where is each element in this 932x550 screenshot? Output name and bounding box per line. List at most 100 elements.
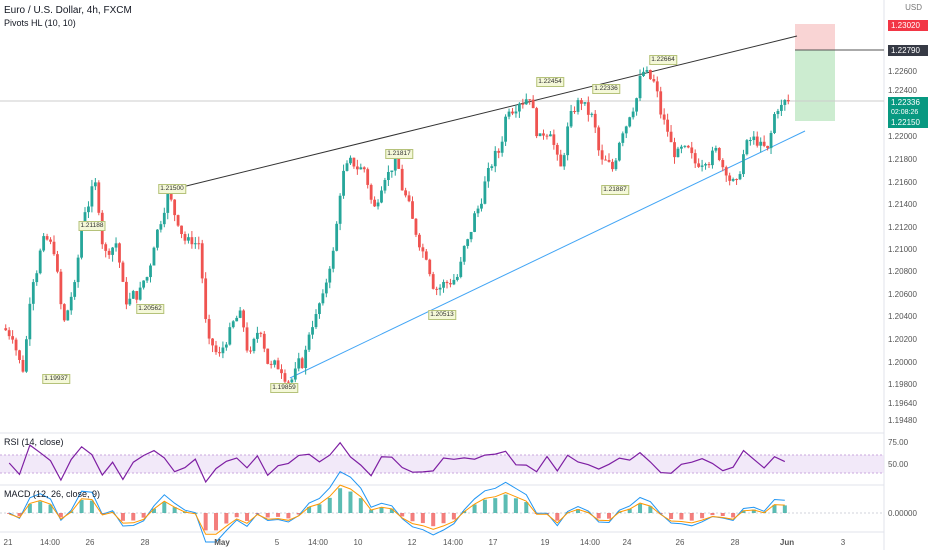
candle-body [766, 145, 769, 149]
time-tick-label: 17 [488, 538, 498, 547]
candle-body [728, 175, 732, 181]
candle-body [724, 167, 728, 176]
candle-body [404, 190, 408, 196]
macd-histogram-bar [410, 513, 415, 522]
candle-body [52, 241, 56, 255]
candle-body [90, 186, 94, 207]
candle-body [786, 100, 790, 102]
pivot-label: 1.22336 [592, 84, 620, 94]
candle-body [704, 164, 707, 166]
candle-body [204, 278, 208, 320]
macd-histogram-bar [234, 513, 239, 518]
candle-body [631, 111, 635, 118]
macd-histogram-bar [141, 513, 146, 518]
candle-body [421, 247, 425, 252]
candle-body [393, 156, 397, 171]
rsi-band [0, 455, 884, 473]
indicator-title[interactable]: Pivots HL (10, 10) [4, 18, 76, 28]
candle-body [324, 282, 328, 294]
time-tick-label: 5 [274, 538, 280, 547]
macd-histogram-bar [700, 513, 705, 519]
candle-body [280, 369, 283, 374]
macd-histogram-bar [369, 509, 374, 513]
rsi-line [8, 441, 786, 484]
candle-body [159, 224, 163, 230]
candle-body [552, 134, 556, 145]
lower-trendline [289, 130, 806, 379]
candle-body [59, 271, 63, 305]
candle-body [238, 310, 242, 318]
candle-body [604, 159, 607, 161]
candle-body [359, 167, 363, 170]
candle-body [542, 133, 545, 136]
candle-body [531, 99, 535, 109]
candle-body [462, 245, 466, 262]
candle-body [380, 190, 383, 203]
candle-body [776, 110, 780, 115]
pivot-label: 1.19937 [42, 374, 70, 384]
candle-body [262, 333, 266, 349]
candle-body [31, 282, 35, 304]
candle-body [214, 345, 218, 353]
symbol-title[interactable]: Euro / U.S. Dollar, 4h, FXCM [4, 5, 132, 16]
candle-body [7, 330, 11, 337]
candle-body [438, 287, 442, 290]
macd-histogram-bar [317, 504, 322, 513]
candle-body [49, 239, 52, 242]
macd-histogram-bar [638, 503, 643, 513]
time-tick-label: 21 [3, 538, 13, 547]
pivot-label: 1.21817 [385, 149, 413, 159]
candle-body [383, 180, 387, 191]
time-tick-label: 3 [840, 538, 846, 547]
candle-body [73, 282, 77, 297]
rsi-title[interactable]: RSI (14, close) [4, 437, 64, 447]
pivot-label: 1.22454 [536, 77, 564, 87]
price-tick-label: 1.21600 [888, 178, 917, 187]
macd-histogram-bar [451, 513, 456, 520]
candle-body [486, 168, 490, 182]
macd-histogram-bar [431, 513, 436, 527]
candle-body [11, 336, 15, 340]
candle-body [617, 142, 621, 161]
macd-title[interactable]: MACD (12, 26, close, 9) [4, 489, 101, 499]
candle-body [331, 250, 335, 269]
candle-body [500, 141, 504, 153]
time-tick-label: Jun [779, 538, 795, 547]
macd-histogram-bar [441, 513, 446, 524]
macd-histogram-bar [79, 499, 84, 513]
candle-body [490, 166, 494, 169]
candle-body [566, 126, 570, 156]
candle-body [407, 195, 411, 202]
candle-body [18, 350, 21, 360]
macd-histogram-bar [327, 497, 332, 513]
candle-body [66, 310, 70, 321]
candle-body [107, 250, 111, 255]
candle-body [28, 303, 32, 340]
candle-body [180, 225, 183, 235]
candle-body [693, 153, 697, 164]
pivot-label: 1.21500 [158, 184, 186, 194]
candle-body [266, 348, 270, 364]
candle-body [700, 165, 704, 167]
candle-body [335, 223, 339, 251]
candle-body [483, 181, 487, 204]
candle-body [193, 243, 197, 245]
macd-histogram-bar [607, 513, 612, 519]
candle-body [307, 334, 311, 350]
macd-histogram-bar [689, 513, 694, 521]
candle-body [666, 119, 670, 132]
candle-body [386, 171, 390, 181]
candle-body [497, 150, 501, 153]
macd-histogram-bar [338, 488, 343, 513]
candle-body [259, 332, 263, 334]
candle-body [424, 251, 428, 260]
candle-body [600, 150, 604, 160]
target-line-badge: 1.22790 [888, 45, 928, 56]
price-tick-label: 1.21000 [888, 245, 917, 254]
macd-histogram-bar [38, 501, 43, 513]
candle-body [25, 339, 28, 372]
candle-body [648, 70, 652, 80]
candle-body [455, 276, 459, 280]
candle-body [252, 338, 256, 352]
